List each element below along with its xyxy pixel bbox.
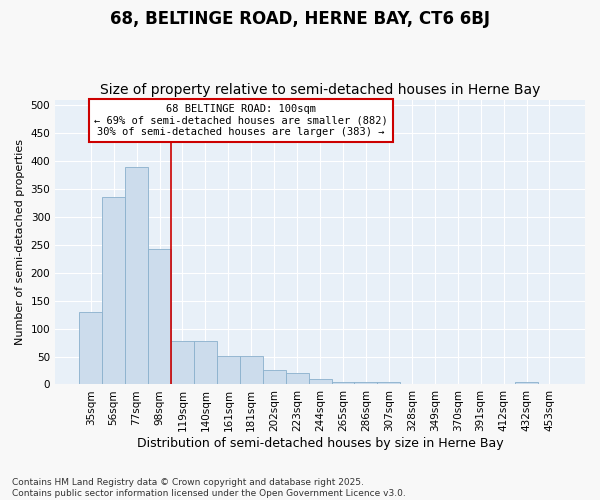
Bar [240,356,263,384]
Bar [148,248,171,384]
Bar [286,374,308,384]
X-axis label: Distribution of semi-detached houses by size in Herne Bay: Distribution of semi-detached houses by … [137,437,503,450]
Bar [217,356,240,384]
Bar [194,341,217,384]
Y-axis label: Number of semi-detached properties: Number of semi-detached properties [15,139,25,345]
Bar [515,382,538,384]
Text: 68, BELTINGE ROAD, HERNE BAY, CT6 6BJ: 68, BELTINGE ROAD, HERNE BAY, CT6 6BJ [110,10,490,28]
Bar [263,370,286,384]
Bar [79,312,102,384]
Bar [102,198,125,384]
Text: 68 BELTINGE ROAD: 100sqm
← 69% of semi-detached houses are smaller (882)
30% of : 68 BELTINGE ROAD: 100sqm ← 69% of semi-d… [94,104,388,137]
Text: Contains HM Land Registry data © Crown copyright and database right 2025.
Contai: Contains HM Land Registry data © Crown c… [12,478,406,498]
Bar [355,382,377,384]
Bar [171,341,194,384]
Bar [377,382,400,384]
Title: Size of property relative to semi-detached houses in Herne Bay: Size of property relative to semi-detach… [100,83,540,97]
Bar [125,166,148,384]
Bar [332,382,355,384]
Bar [308,380,332,384]
